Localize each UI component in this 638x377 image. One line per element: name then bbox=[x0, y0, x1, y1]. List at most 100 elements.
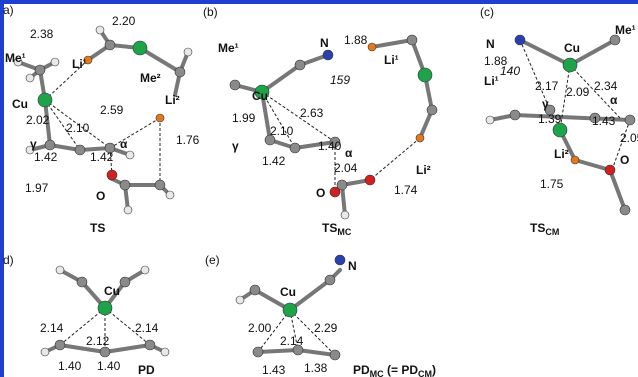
structure-label: 2.34 bbox=[594, 79, 618, 93]
structure-label: 1.76 bbox=[176, 133, 200, 147]
atom bbox=[416, 134, 424, 142]
structure-label: 2.29 bbox=[314, 321, 338, 335]
structure-label: 1.40 bbox=[58, 359, 82, 373]
structure-label: O bbox=[316, 186, 325, 200]
structure-label: 2.38 bbox=[30, 27, 54, 41]
structure-label: Me² bbox=[140, 71, 161, 85]
bond bbox=[258, 350, 298, 352]
atom bbox=[571, 156, 579, 164]
structure-label: 1.75 bbox=[540, 177, 564, 191]
atom bbox=[161, 348, 169, 356]
dashed-bond bbox=[370, 138, 420, 180]
structure-name: TSCM bbox=[530, 221, 559, 237]
atom bbox=[250, 285, 260, 295]
dashed-bond bbox=[110, 118, 160, 148]
name-main: TS bbox=[90, 221, 105, 235]
structure-label: 1.88 bbox=[344, 33, 368, 47]
structure-label: 1.39 bbox=[538, 112, 562, 126]
atom bbox=[107, 170, 117, 180]
atom bbox=[427, 105, 437, 115]
atom bbox=[105, 40, 115, 50]
bond bbox=[290, 280, 330, 310]
atom bbox=[230, 80, 240, 90]
structure-label: Cu bbox=[104, 284, 120, 298]
atom bbox=[55, 340, 65, 350]
structure-label: 1.42 bbox=[262, 154, 286, 168]
structure-label: 1.42 bbox=[34, 150, 58, 164]
atom bbox=[625, 115, 635, 125]
structure-label: 2.02 bbox=[26, 113, 50, 127]
atom bbox=[295, 60, 305, 70]
atom bbox=[45, 140, 55, 150]
structure-label: N bbox=[320, 36, 329, 50]
atom bbox=[120, 277, 130, 287]
structure-label: 1.42 bbox=[90, 150, 114, 164]
atom bbox=[77, 277, 87, 287]
atom bbox=[156, 114, 164, 122]
structure-label: Li² bbox=[554, 147, 569, 161]
atom bbox=[236, 296, 244, 304]
atom bbox=[166, 191, 174, 199]
atom bbox=[96, 26, 104, 34]
structure-label: γ bbox=[542, 97, 549, 111]
structure-label: 2.10 bbox=[270, 124, 294, 138]
structure-name: TS bbox=[90, 221, 105, 235]
structure-label: 2.12 bbox=[86, 334, 110, 348]
name-main: PD bbox=[353, 363, 370, 377]
structure-label: Cu bbox=[280, 285, 296, 299]
structure-label: α bbox=[345, 146, 353, 160]
structure-label: 2.63 bbox=[300, 106, 324, 120]
structure-label: 2.14 bbox=[135, 321, 159, 335]
atom bbox=[418, 68, 432, 82]
atom bbox=[368, 43, 376, 51]
panel-tag: (e) bbox=[205, 253, 220, 267]
atom bbox=[141, 266, 149, 274]
structure-label: 2.17 bbox=[535, 79, 559, 93]
atom bbox=[175, 67, 185, 77]
structure-label: 1.43 bbox=[592, 114, 616, 128]
structure-name: PDMC (= PDCM) bbox=[353, 363, 436, 377]
structure-label: 2.10 bbox=[66, 121, 90, 135]
structure-label: 2.14 bbox=[280, 334, 304, 348]
atom bbox=[407, 35, 417, 45]
structure-label: 1.43 bbox=[262, 363, 286, 377]
atom bbox=[184, 48, 192, 56]
atom bbox=[51, 58, 59, 66]
structure-label: Me¹ bbox=[615, 23, 636, 37]
structure-label: 2.05 bbox=[620, 131, 638, 145]
atom bbox=[126, 151, 134, 159]
structure-label: Cu bbox=[564, 41, 580, 55]
structure-label: 1.99 bbox=[232, 111, 256, 125]
atom bbox=[124, 206, 132, 214]
atom bbox=[120, 180, 130, 190]
structure-label: 1.38 bbox=[304, 361, 328, 375]
structure-label: 2.14 bbox=[40, 321, 64, 335]
atom bbox=[510, 110, 520, 120]
structure-label: O bbox=[96, 189, 105, 203]
bond bbox=[372, 40, 412, 47]
structure-label: 2.20 bbox=[112, 14, 136, 28]
structure-label: Li² bbox=[416, 163, 431, 177]
structure-label: Li¹ bbox=[72, 57, 87, 71]
bond bbox=[298, 350, 335, 355]
atom bbox=[98, 301, 112, 315]
structure-label: Me¹ bbox=[5, 51, 26, 65]
name-sub: CM bbox=[545, 227, 559, 237]
name-sub: MC bbox=[370, 369, 384, 377]
structure-label: Li¹ bbox=[384, 53, 399, 67]
structure-label: N bbox=[348, 259, 357, 273]
atom bbox=[337, 180, 347, 190]
atom bbox=[605, 165, 615, 175]
atom bbox=[620, 205, 630, 215]
atom bbox=[75, 145, 85, 155]
name-main: TS bbox=[530, 221, 545, 235]
atom bbox=[253, 347, 263, 357]
atom bbox=[100, 347, 110, 357]
structure-label: 1.97 bbox=[25, 181, 49, 195]
atom bbox=[41, 348, 49, 356]
structure-label: Li² bbox=[165, 93, 180, 107]
panel-tag: d) bbox=[3, 253, 14, 267]
panel-tag: (c) bbox=[480, 5, 494, 19]
panel-tag: (b) bbox=[203, 5, 218, 19]
atom bbox=[56, 266, 64, 274]
